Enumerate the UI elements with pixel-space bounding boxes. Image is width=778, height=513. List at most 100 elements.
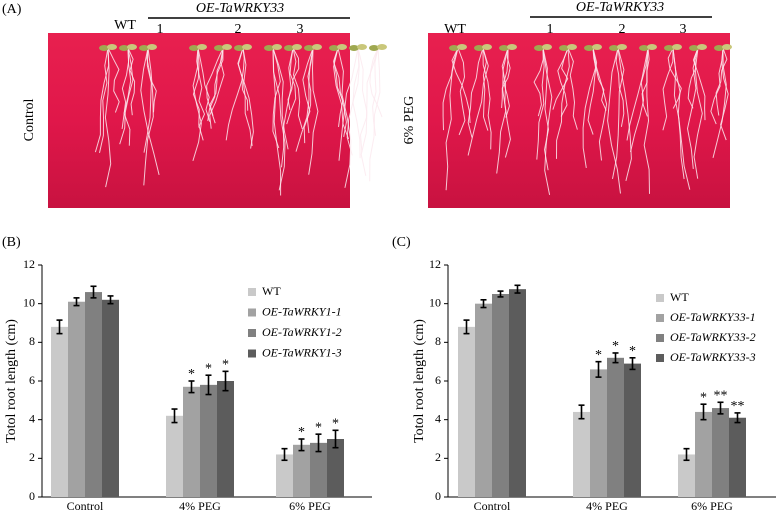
leaf (474, 45, 484, 51)
row-label: Control (22, 99, 37, 142)
root (127, 47, 136, 116)
root (196, 47, 206, 128)
root (333, 47, 347, 137)
leaf (482, 44, 492, 50)
y-tick-label: 12 (429, 257, 441, 271)
root (104, 47, 112, 188)
leaf (127, 44, 137, 50)
root (607, 47, 621, 194)
root (272, 47, 282, 196)
root (372, 47, 379, 136)
y-tick-label: 10 (23, 295, 35, 309)
root (457, 47, 466, 136)
root (308, 47, 319, 175)
legend-label: OE-TaWRKY33-1 (670, 310, 756, 324)
legend-swatch (656, 334, 664, 342)
root (467, 47, 489, 156)
root (482, 47, 492, 150)
root (286, 47, 297, 125)
legend-label: OE-TaWRKY1-2 (262, 325, 342, 339)
panel-label: (A) (2, 2, 22, 17)
panel-label: (B) (2, 235, 21, 250)
root (482, 47, 489, 131)
leaf (499, 45, 509, 51)
root (501, 47, 511, 109)
leaf (542, 44, 552, 50)
root (536, 47, 545, 160)
legend-swatch (656, 294, 664, 302)
leaf (349, 45, 359, 51)
bar (276, 454, 293, 497)
leaf (119, 45, 129, 51)
root (346, 47, 360, 156)
bar (678, 454, 695, 497)
y-tick-label: 8 (29, 334, 35, 348)
root (630, 47, 649, 153)
bar (310, 442, 327, 497)
bar (590, 369, 607, 497)
y-tick-label: 4 (29, 411, 35, 425)
leaf (609, 45, 619, 51)
root (369, 47, 381, 182)
y-tick-label: 6 (29, 373, 35, 387)
legend-swatch (248, 288, 256, 296)
root (107, 47, 120, 113)
panel-label: (C) (392, 235, 411, 250)
root (612, 47, 625, 179)
root (337, 47, 352, 188)
root (667, 47, 682, 109)
leaf (272, 44, 282, 50)
leaf (647, 44, 657, 50)
y-tick-label: 4 (435, 411, 441, 425)
significance: * (205, 361, 212, 376)
leaf (664, 45, 674, 51)
leaf (242, 44, 252, 50)
x-tick-label: 4% PEG (179, 499, 221, 513)
root (272, 47, 281, 149)
root (359, 47, 379, 153)
y-tick-label: 2 (435, 450, 441, 464)
line-label: 2 (619, 22, 626, 37)
x-tick-label: Control (67, 499, 104, 513)
root (333, 47, 344, 161)
y-axis-label: Totol root length (cm) (412, 319, 427, 443)
bar (509, 289, 526, 497)
root (556, 47, 570, 159)
significance: * (315, 420, 322, 435)
bar (183, 386, 200, 497)
legend-label: OE-TaWRKY33-2 (670, 330, 756, 344)
root (662, 47, 674, 131)
wt-label: WT (444, 22, 466, 37)
root (121, 47, 130, 129)
root (617, 47, 632, 182)
legend-label: WT (670, 290, 689, 304)
root (542, 47, 550, 171)
root (567, 47, 578, 130)
wt-label: WT (114, 18, 136, 33)
leaf (357, 44, 367, 50)
leaf (559, 45, 569, 51)
bar (573, 411, 590, 497)
bar (217, 381, 234, 497)
bar (51, 326, 68, 497)
root (99, 47, 109, 154)
bar (293, 444, 310, 497)
bar (166, 415, 183, 497)
root (140, 47, 160, 176)
photo-panel: (A) Control 6% PEG WT OE-TaWRKY33 1 2 3 … (2, 0, 732, 208)
root (143, 47, 154, 186)
legend-swatch (248, 329, 256, 337)
significance: * (298, 425, 305, 440)
bar (102, 299, 119, 497)
leaf (722, 44, 732, 50)
group-label: OE-TaWRKY33 (196, 1, 284, 16)
leaf (592, 44, 602, 50)
row-label: 6% PEG (402, 96, 417, 145)
root (533, 47, 544, 117)
y-tick-label: 10 (429, 295, 441, 309)
root (207, 47, 224, 122)
leaf (329, 45, 339, 51)
root (552, 47, 569, 110)
leaf (584, 45, 594, 51)
root (720, 47, 729, 141)
